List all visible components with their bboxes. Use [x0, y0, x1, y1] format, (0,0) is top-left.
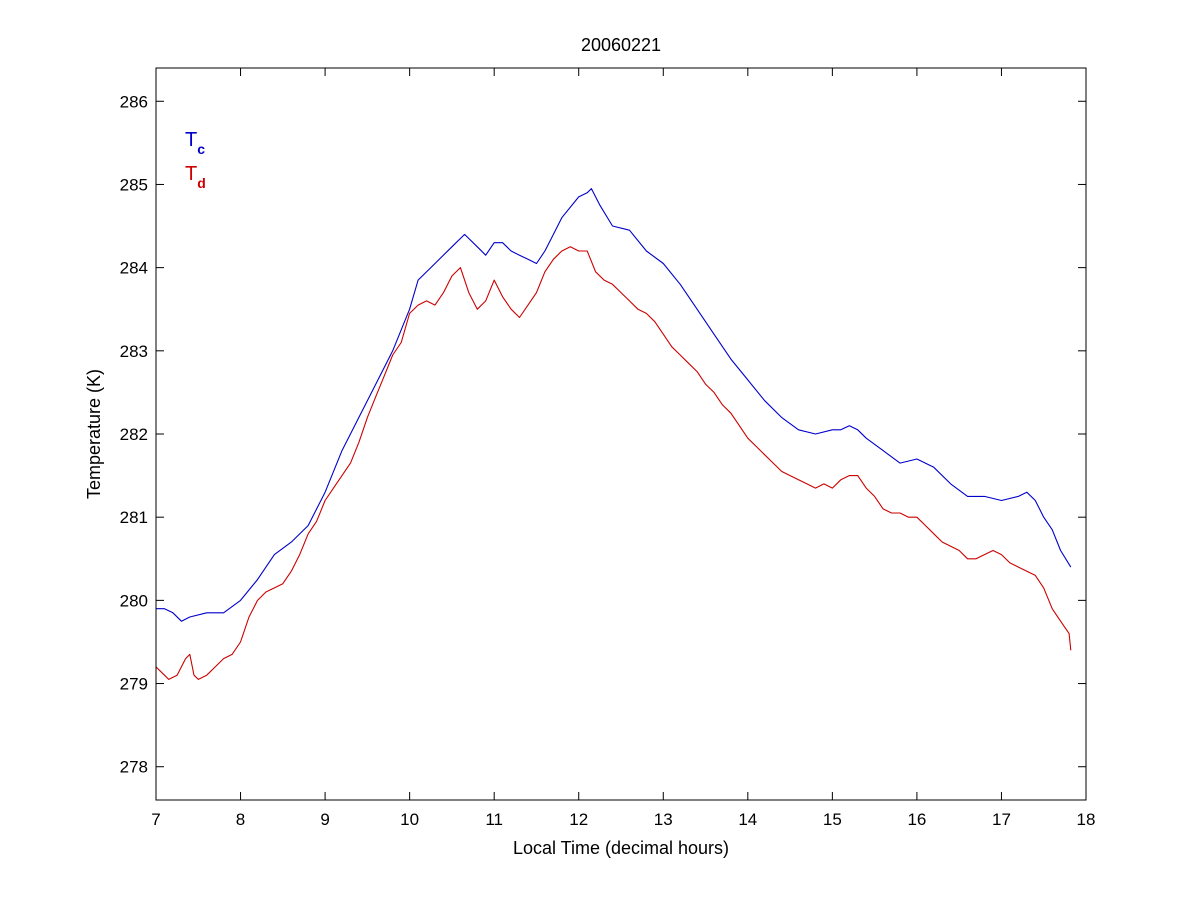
y-tick-label: 284	[120, 259, 148, 278]
x-tick-label: 15	[823, 810, 842, 829]
series-layer	[155, 188, 1072, 680]
tick-layer: 7 8 9 10 11 12 13 14 15 16 17 18 278 279 280 281 282 283 2…	[120, 68, 1096, 829]
x-tick-label: 9	[320, 810, 329, 829]
x-tick-label: 17	[992, 810, 1011, 829]
y-tick-label: 286	[120, 92, 148, 111]
y-tick-label: 283	[120, 342, 148, 361]
x-tick-label: 7	[151, 810, 160, 829]
chart-title: 20060221	[581, 35, 661, 55]
y-tick-label: 285	[120, 175, 148, 194]
plot-area-background	[156, 68, 1086, 800]
legend-tc-sub: c	[197, 141, 205, 157]
legend-td-main: T	[185, 163, 197, 185]
legend-tc-main: T	[185, 129, 197, 151]
x-tick-label: 10	[400, 810, 419, 829]
x-axis-title: Local Time (decimal hours)	[513, 838, 729, 858]
x-tick-label: 11	[485, 810, 503, 829]
legend-entry-tc: Tc	[185, 129, 205, 157]
x-tick-label: 16	[907, 810, 926, 829]
x-tick-label: 12	[569, 810, 588, 829]
y-tick-label: 281	[120, 508, 148, 527]
y-tick-label: 282	[120, 425, 148, 444]
y-axis-title: Temperature (K)	[84, 369, 104, 499]
legend: Tc Td	[185, 129, 206, 191]
series-line-td	[155, 246, 1072, 680]
x-tick-label: 18	[1077, 810, 1096, 829]
y-tick-label: 280	[120, 591, 148, 610]
legend-td-sub: d	[197, 175, 206, 191]
x-tick-label: 14	[738, 810, 757, 829]
y-tick-label: 278	[120, 758, 148, 777]
y-tick-label: 279	[120, 675, 148, 694]
series-line-tc	[156, 188, 1072, 622]
legend-entry-td: Td	[185, 163, 206, 191]
x-tick-label: 13	[654, 810, 673, 829]
x-tick-label: 8	[236, 810, 245, 829]
plot-frame	[155, 67, 1087, 801]
